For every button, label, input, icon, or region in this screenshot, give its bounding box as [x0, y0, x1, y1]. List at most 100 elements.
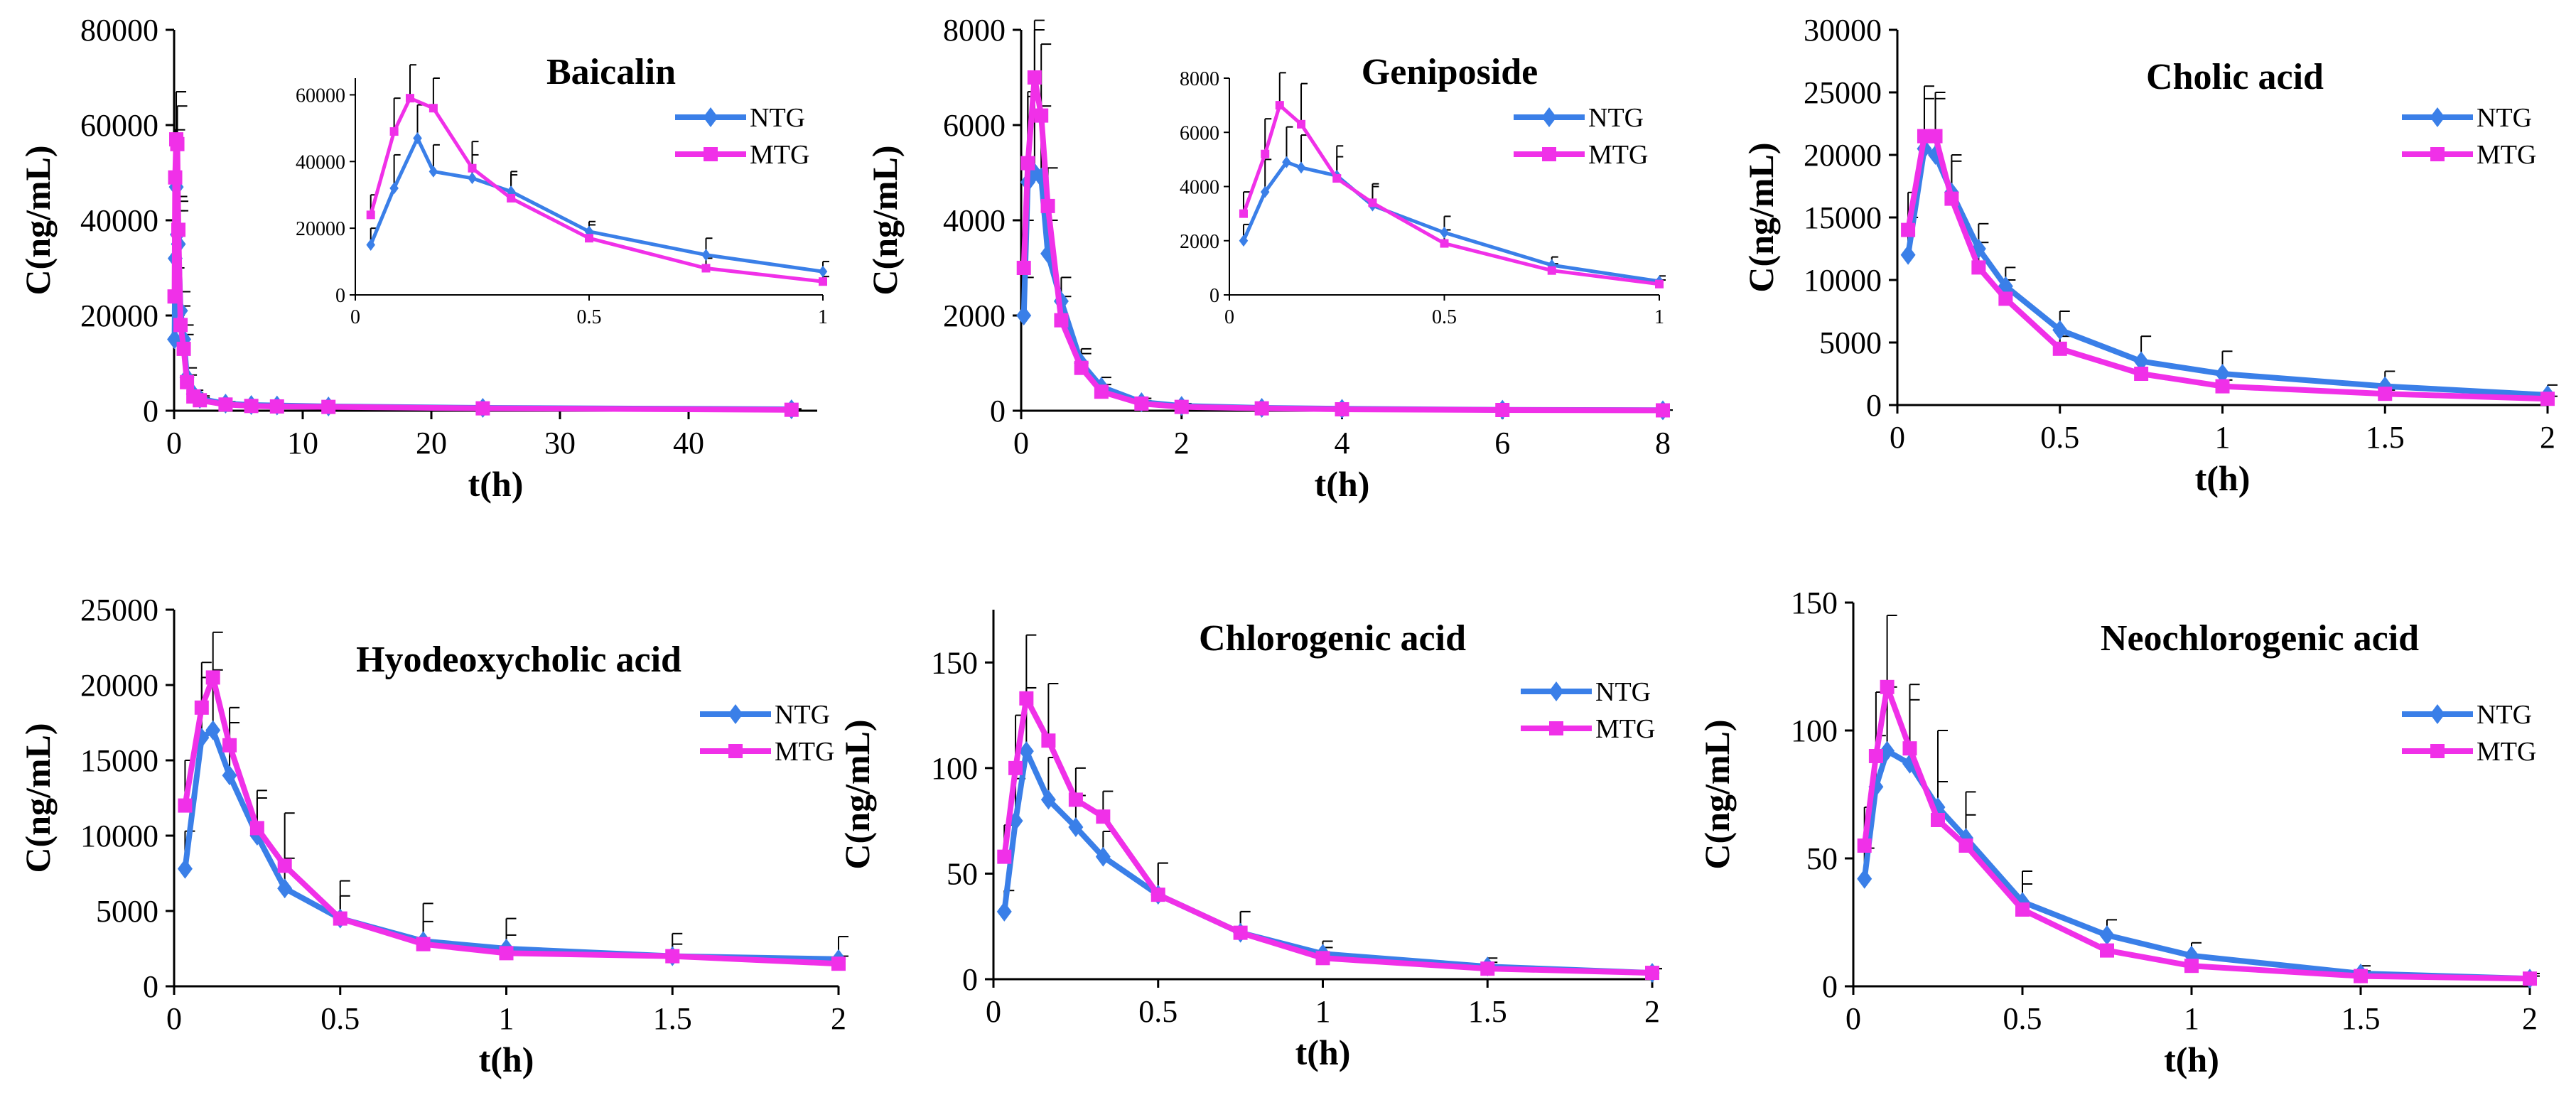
- x-axis-title: t(h): [2164, 1040, 2219, 1079]
- x-tick-label: 0: [1890, 420, 1905, 455]
- series-line-ntg: [1861, 748, 2531, 982]
- y-tick-label: 6000: [943, 108, 1006, 143]
- data-point-mtg: [1074, 360, 1089, 375]
- data-point-mtg: [2378, 387, 2393, 401]
- series-line-mtg: [1020, 75, 1664, 414]
- x-tick-label: 2: [2540, 420, 2555, 455]
- series-line-ntg: [1020, 170, 1664, 414]
- data-point-mtg: [180, 374, 195, 389]
- y-axis-title: C(ng/mL): [1697, 719, 1737, 869]
- data-point-ntg: [429, 165, 438, 178]
- x-axis-title: t(h): [479, 1040, 534, 1079]
- y-tick-label: 15000: [1804, 200, 1882, 235]
- data-point-mtg: [1971, 260, 1986, 275]
- y-tick-label: 25000: [80, 593, 158, 627]
- y-tick-label: 150: [931, 645, 978, 680]
- data-point-mtg: [168, 170, 183, 185]
- y-tick-label: 0: [335, 285, 345, 307]
- legend-label-mtg: MTG: [750, 140, 809, 170]
- data-point-mtg: [665, 949, 680, 964]
- data-point-mtg: [784, 402, 799, 417]
- series-line-mtg: [1001, 695, 1653, 976]
- data-point-mtg: [1068, 792, 1083, 807]
- series-line-ntg: [171, 184, 792, 412]
- y-tick-label: 8000: [943, 13, 1006, 48]
- data-point-mtg: [170, 136, 185, 151]
- x-tick-label: 1: [499, 1001, 514, 1036]
- x-tick-label: 1.5: [2366, 420, 2405, 455]
- legend-marker-ntg: [703, 107, 718, 127]
- y-tick-label: 100: [931, 751, 978, 786]
- data-point-ntg: [468, 172, 477, 185]
- data-point-mtg: [1880, 679, 1895, 694]
- data-point-mtg: [389, 127, 399, 136]
- data-point-ntg: [1296, 161, 1306, 174]
- data-point-mtg: [429, 104, 438, 113]
- data-point-mtg: [1020, 156, 1035, 171]
- data-point-mtg: [277, 858, 292, 873]
- data-point-ntg: [1282, 156, 1291, 168]
- y-axis-title: C(ng/mL): [865, 145, 905, 295]
- data-point-mtg: [333, 911, 347, 926]
- legend-label-ntg: NTG: [1588, 103, 1644, 133]
- chart-title: Baicalin: [546, 52, 676, 92]
- legend-marker-mtg: [2430, 744, 2445, 758]
- y-tick-label: 4000: [943, 203, 1006, 238]
- x-tick-label: 1: [1315, 994, 1331, 1029]
- data-point-mtg: [1958, 839, 1973, 853]
- legend-label-ntg: NTG: [750, 103, 805, 133]
- data-point-mtg: [1332, 174, 1342, 183]
- data-point-mtg: [468, 163, 477, 173]
- data-point-mtg: [1656, 403, 1670, 418]
- y-axis-title: C(ng/mL): [837, 719, 877, 869]
- data-point-mtg: [1944, 191, 1959, 206]
- x-tick-label: 0: [1845, 1001, 1861, 1036]
- legend-label-mtg: MTG: [2477, 737, 2536, 767]
- data-point-ntg: [177, 858, 193, 879]
- data-point-mtg: [1902, 741, 1917, 756]
- y-tick-label: 2000: [943, 298, 1006, 333]
- x-tick-label: 0: [1013, 426, 1029, 460]
- data-point-mtg: [1335, 401, 1349, 416]
- legend-marker-ntg: [2430, 107, 2445, 127]
- data-point-ntg: [506, 185, 516, 198]
- data-point-ntg: [701, 249, 711, 261]
- data-point-mtg: [321, 399, 336, 414]
- y-tick-label: 0: [1209, 285, 1219, 307]
- data-point-mtg: [205, 670, 220, 685]
- x-tick-label: 10: [287, 426, 318, 460]
- y-tick-label: 40000: [296, 151, 345, 173]
- chart-title: Cholic acid: [2146, 57, 2324, 97]
- data-point-mtg: [2134, 367, 2149, 381]
- chart-panel-3: 0 0.5 1 1.5 2 0 5000 10000 15000 20000 25000 30000 C…: [1741, 13, 2558, 498]
- y-tick-label: 4000: [1180, 177, 1219, 199]
- x-tick-label: 8: [1655, 426, 1671, 460]
- legend-label-mtg: MTG: [1595, 714, 1655, 744]
- data-point-mtg: [2052, 341, 2067, 356]
- chart-panel-4: 0 0.5 1 1.5 2 0 5000 10000 15000 20000 25000 C(ng/m…: [18, 593, 848, 1079]
- data-point-mtg: [997, 849, 1012, 864]
- legend-marker-ntg: [1548, 681, 1564, 701]
- data-point-mtg: [1134, 396, 1149, 411]
- data-point-ntg: [1260, 185, 1270, 198]
- chart-panel-6: 0 0.5 1 1.5 2 0 50 100 150 C(ng/mL) t(h) Neochlorog…: [1697, 586, 2540, 1079]
- data-point-mtg: [701, 264, 711, 273]
- legend-marker-mtg: [1549, 721, 1563, 735]
- y-tick-label: 10000: [80, 819, 158, 853]
- data-point-ntg: [205, 720, 221, 740]
- y-tick-label: 50: [947, 856, 978, 891]
- data-point-mtg: [1254, 401, 1269, 416]
- data-point-mtg: [2215, 379, 2230, 394]
- chart-title: Chlorogenic acid: [1199, 618, 1466, 659]
- x-axis-title: t(h): [1295, 1032, 1351, 1072]
- data-point-ntg: [1095, 846, 1111, 867]
- data-point-mtg: [171, 222, 186, 237]
- x-tick-label: 1.5: [1468, 994, 1507, 1029]
- x-tick-label: 4: [1335, 426, 1350, 460]
- data-point-mtg: [405, 94, 414, 103]
- data-point-mtg: [1931, 813, 1945, 827]
- series-line-mtg: [182, 674, 839, 967]
- x-tick-label: 1: [2184, 1001, 2199, 1036]
- chart-title: Neochlorogenic acid: [2101, 618, 2419, 659]
- y-tick-label: 40000: [80, 203, 158, 238]
